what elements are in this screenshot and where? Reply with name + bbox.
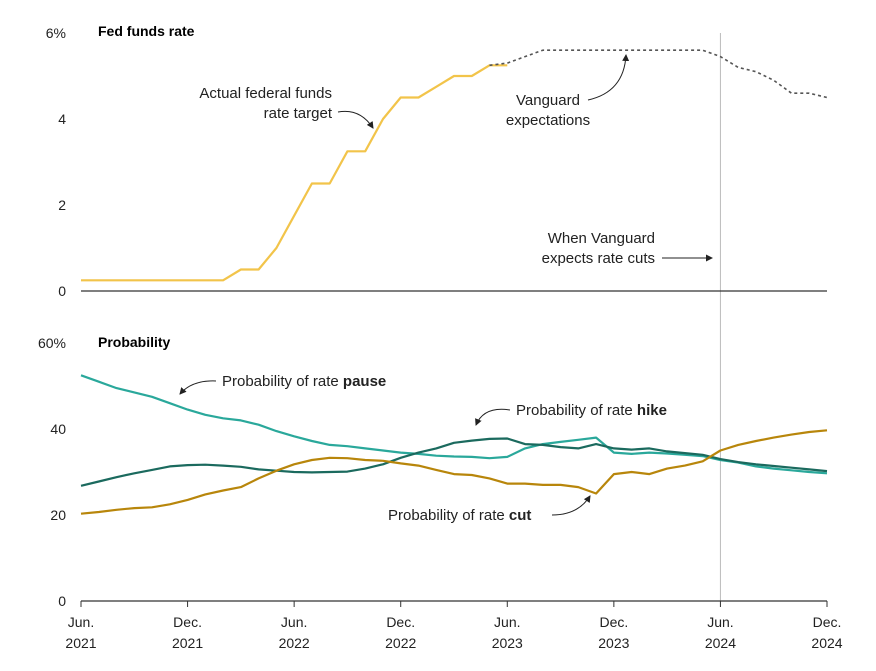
- hike-arrow: [475, 408, 511, 426]
- x-axis-ticks: Jun. 2021 Dec. 2021 Jun. 2022 Dec. 2022 Jun. 2023…: [65, 601, 843, 651]
- x-tick-label-month: Dec.: [813, 614, 842, 630]
- pause-annotation: Probability of rate pause: [179, 373, 386, 395]
- probability-panel: Probability 60% 40 20 0 Probability of rate…: [38, 334, 828, 609]
- fed-funds-y-tick-label: 4: [58, 111, 66, 127]
- x-tick-label-month: Jun.: [494, 614, 520, 630]
- cut-label-bold: cut: [509, 507, 532, 524]
- pause-label-bold: pause: [343, 373, 386, 390]
- fed-funds-series: [81, 49, 828, 282]
- actual-rate-arrow: [337, 110, 374, 129]
- expectations-label-line2: expectations: [506, 112, 590, 129]
- expectations-arrow: [587, 54, 630, 101]
- hike-label: Probability of rate hike: [516, 402, 667, 419]
- expectations-annotation: Vanguard expectations: [506, 54, 630, 129]
- x-tick-label-month: Jun.: [707, 614, 733, 630]
- fed-funds-y-tick-label: 2: [58, 197, 66, 213]
- x-tick-label-year: 2021: [65, 635, 96, 651]
- actual-series-line: [81, 64, 508, 282]
- actual-rate-label-line1: Actual federal funds: [199, 85, 332, 102]
- fed-funds-title: Fed funds rate: [98, 23, 195, 39]
- rate-cuts-label-line1: When Vanguard: [548, 230, 655, 247]
- probability-title: Probability: [98, 334, 171, 350]
- fed-funds-y-ticks: 6% 4 2 0: [46, 25, 66, 299]
- pause-label-text: Probability of rate: [222, 373, 343, 390]
- probability-series: [80, 374, 828, 515]
- x-tick-label-month: Dec.: [599, 614, 628, 630]
- probability-y-tick-label: 60%: [38, 335, 66, 351]
- cut-arrow: [551, 495, 591, 516]
- cut-label-text: Probability of rate: [388, 507, 509, 524]
- x-tick-label-year: 2024: [705, 635, 736, 651]
- x-tick-label-month: Dec.: [386, 614, 415, 630]
- expectations-label-line1: Vanguard: [516, 92, 580, 109]
- x-tick-label-year: 2022: [279, 635, 310, 651]
- fed-funds-y-tick-label: 6%: [46, 25, 66, 41]
- probability-y-tick-label: 20: [50, 507, 66, 523]
- rate-cuts-annotation: When Vanguard expects rate cuts: [542, 230, 713, 267]
- hike-label-text: Probability of rate: [516, 402, 637, 419]
- hike-series-line: [80, 437, 828, 487]
- x-tick-label-month: Jun.: [281, 614, 307, 630]
- probability-y-tick-label: 40: [50, 421, 66, 437]
- probability-y-ticks: 60% 40 20 0: [38, 335, 66, 609]
- cut-annotation: Probability of rate cut: [388, 495, 591, 524]
- pause-series-line: [80, 374, 828, 475]
- x-tick-label-month: Dec.: [173, 614, 202, 630]
- expected-series-line: [489, 49, 828, 99]
- pause-label: Probability of rate pause: [222, 373, 386, 390]
- actual-rate-annotation: Actual federal funds rate target: [199, 85, 374, 129]
- cut-series-line: [80, 429, 828, 515]
- probability-y-tick-label: 0: [58, 593, 66, 609]
- fed-funds-y-tick-label: 0: [58, 283, 66, 299]
- x-tick-label-year: 2021: [172, 635, 203, 651]
- x-tick-label-year: 2023: [598, 635, 629, 651]
- actual-rate-label-line2: rate target: [264, 105, 333, 122]
- rate-cuts-label-line2: expects rate cuts: [542, 250, 655, 267]
- x-tick-label-year: 2023: [492, 635, 523, 651]
- pause-arrow: [179, 380, 217, 395]
- fed-funds-panel: Fed funds rate 6% 4 2 0 Actual federal fund…: [46, 23, 828, 299]
- x-tick-label-month: Jun.: [68, 614, 94, 630]
- x-tick-label-year: 2024: [811, 635, 842, 651]
- hike-annotation: Probability of rate hike: [475, 402, 667, 426]
- cut-label: Probability of rate cut: [388, 507, 531, 524]
- hike-label-bold: hike: [637, 402, 667, 419]
- x-tick-label-year: 2022: [385, 635, 416, 651]
